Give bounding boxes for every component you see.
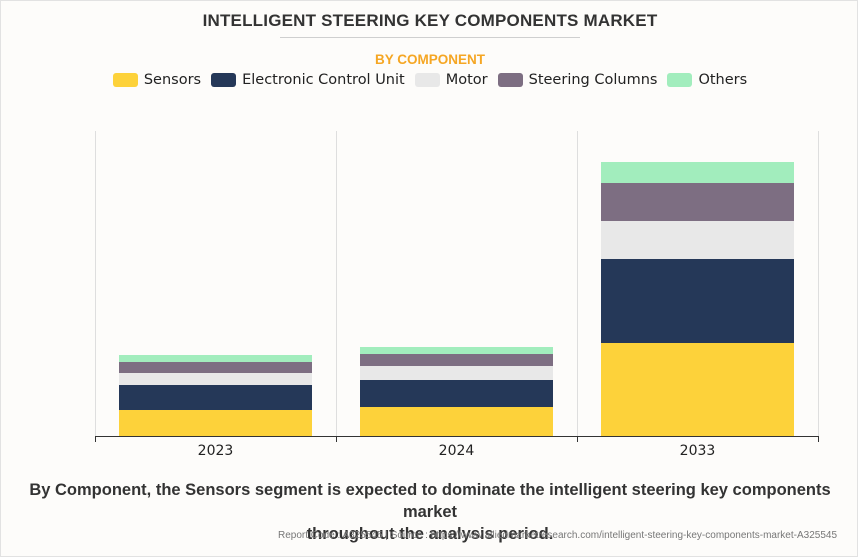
legend-swatch-ecu [211,73,237,87]
bar-segment-electronic-control-unit-2033[interactable] [601,259,794,343]
title-divider [280,37,580,38]
x-tick-label-2024: 2024 [439,443,475,459]
bar-segment-others-2024[interactable] [360,347,553,354]
bar-segment-electronic-control-unit-2024[interactable] [360,380,553,407]
legend-swatch-sensors [112,73,138,87]
bar-segment-steering-columns-2024[interactable] [360,354,553,366]
legend-item-motor[interactable]: Motor [414,72,488,88]
legend-item-others[interactable]: Others [667,72,747,88]
summary-line-1: By Component, the Sensors segment is exp… [29,481,831,521]
legend-swatch-steering-columns [497,73,523,87]
source-citation: Report Code : A325545 | Source : https:/… [278,530,837,541]
x-tick-label-2033: 2033 [680,443,716,459]
legend-label-motor: Motor [445,72,488,88]
bar-segment-sensors-2033[interactable] [601,343,794,436]
legend-item-sensors[interactable]: Sensors [112,72,202,88]
bar-segment-others-2033[interactable] [601,162,794,183]
bar-segment-sensors-2024[interactable] [360,407,553,436]
bar-segment-others-2023[interactable] [119,355,312,362]
bar-segment-motor-2033[interactable] [601,221,794,259]
bar-segment-motor-2023[interactable] [119,373,312,385]
gridlines [95,131,819,436]
stacked-bar-chart: 2023 2024 2033 [95,131,819,459]
x-tick-label-2023: 2023 [198,443,234,459]
bar-segment-motor-2024[interactable] [360,366,553,380]
x-axis [95,436,819,442]
summary-line-2: throughout the analysis period. [306,525,554,543]
legend-label-ecu: Electronic Control Unit [242,72,405,88]
legend-item-ecu[interactable]: Electronic Control Unit [211,72,405,88]
bar-segment-steering-columns-2023[interactable] [119,362,312,373]
chart-title: INTELLIGENT STEERING KEY COMPONENTS MARK… [202,11,658,30]
legend-swatch-motor [414,73,440,87]
bars [119,162,794,436]
bar-segment-sensors-2023[interactable] [119,410,312,436]
legend-item-steering-columns[interactable]: Steering Columns [497,72,658,88]
bar-segment-steering-columns-2033[interactable] [601,183,794,221]
legend-swatch-others [667,73,693,87]
x-tick-labels: 2023 2024 2033 [198,443,716,459]
chart-subtitle: BY COMPONENT [374,52,485,67]
legend-label-sensors: Sensors [143,72,202,88]
summary-text: By Component, the Sensors segment is exp… [1,479,858,545]
legend: Sensors Electronic Control Unit Motor St… [1,72,858,88]
legend-label-others: Others [698,72,748,88]
bar-segment-electronic-control-unit-2023[interactable] [119,385,312,410]
legend-label-steering-columns: Steering Columns [528,72,658,88]
